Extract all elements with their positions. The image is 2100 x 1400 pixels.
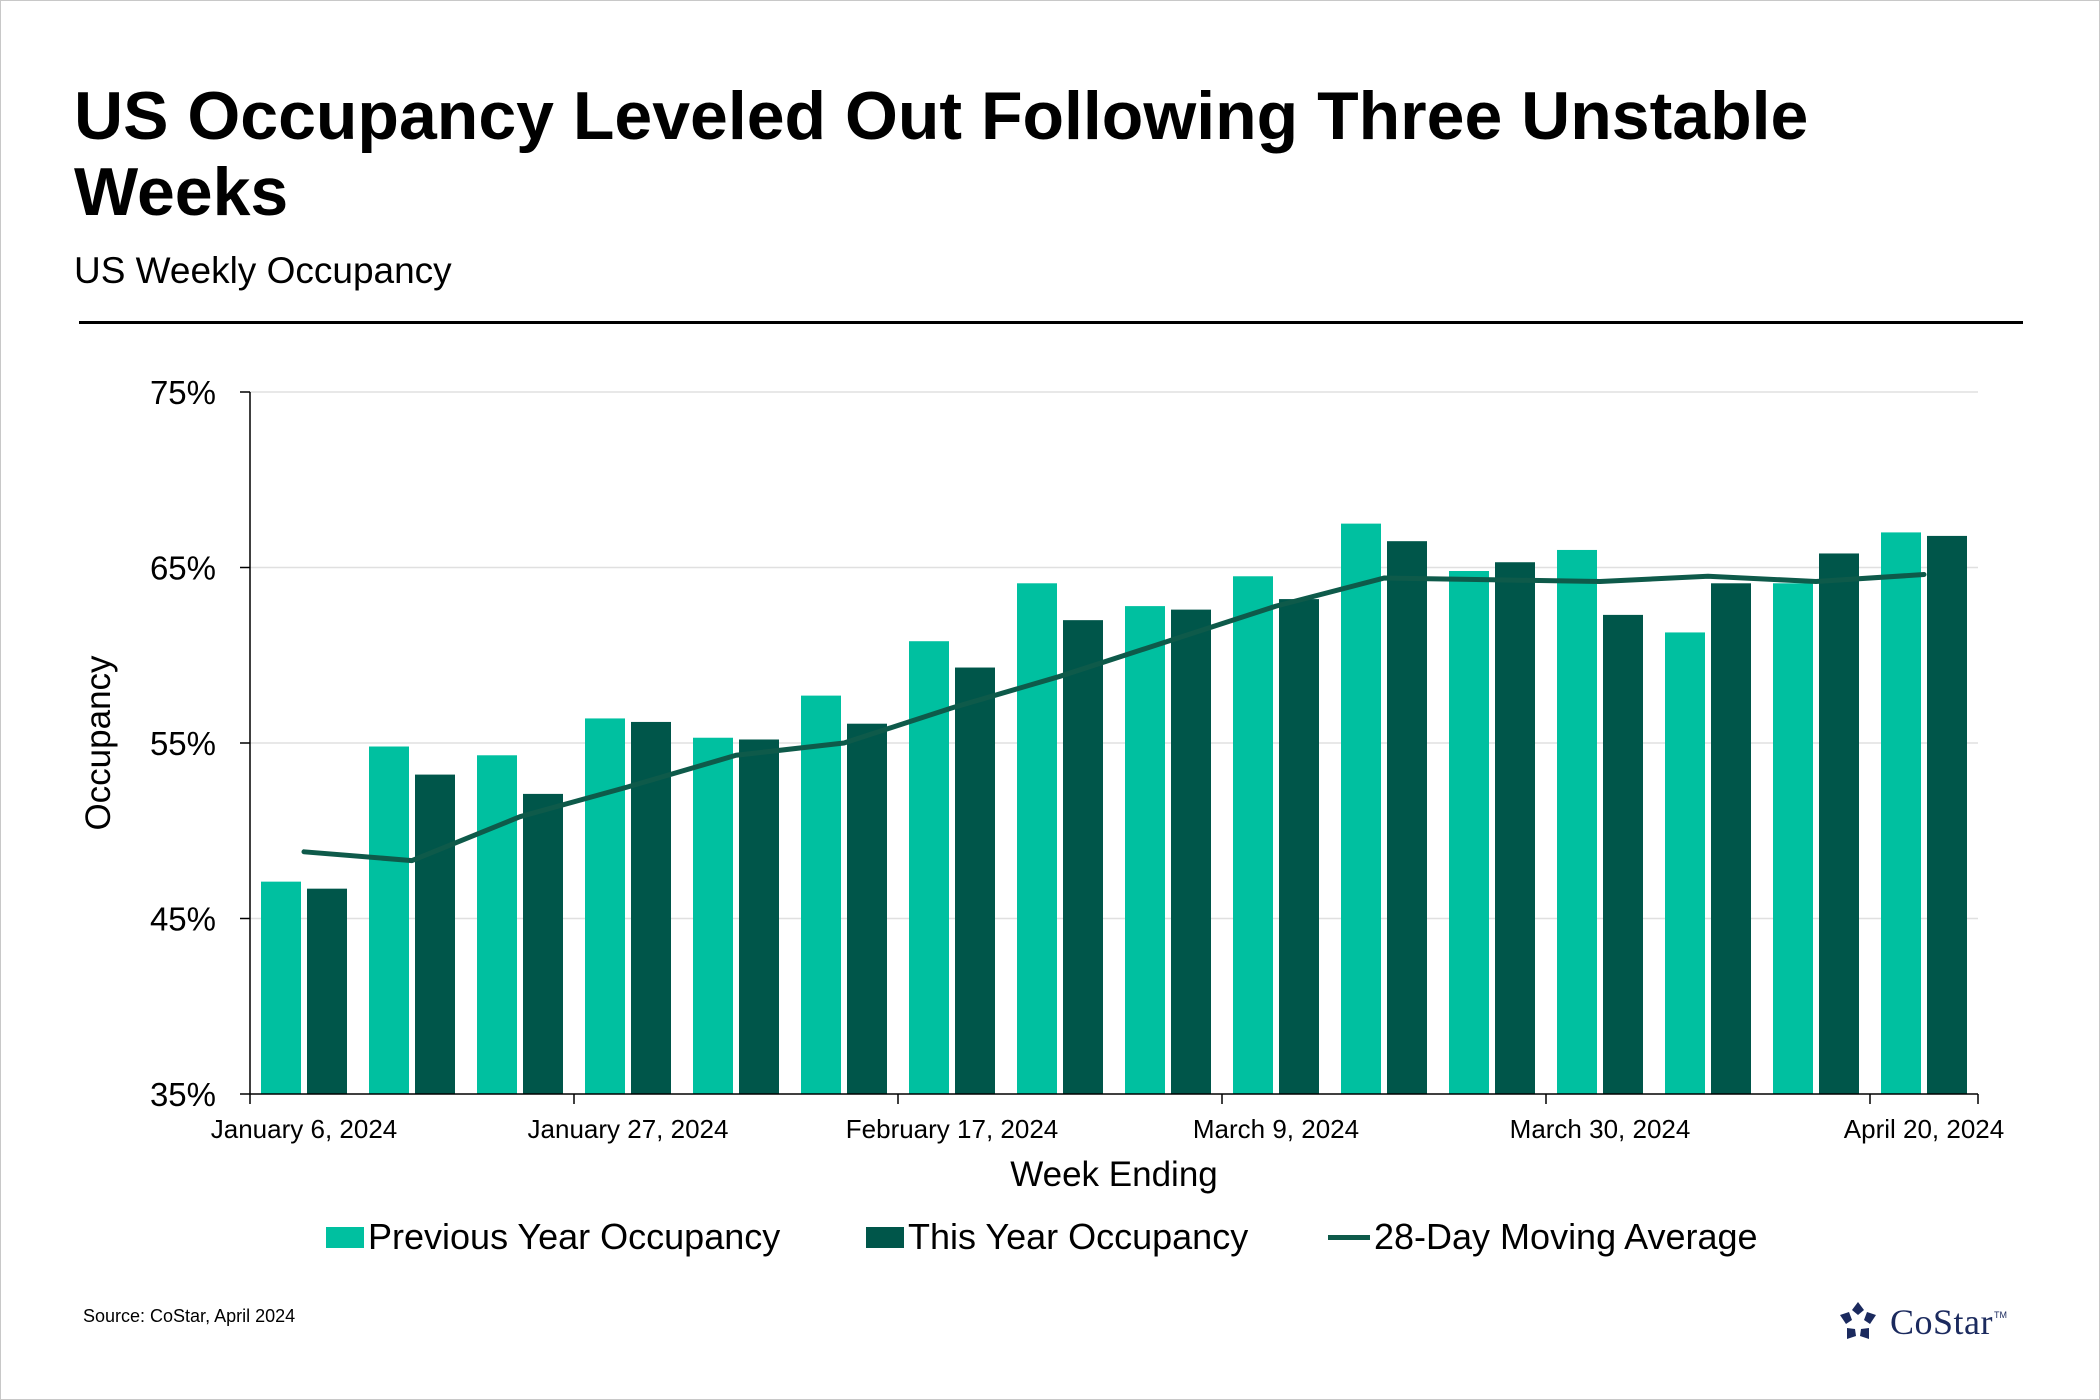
legend-swatch-current (866, 1226, 904, 1248)
y-tick-label: 75% (150, 374, 216, 411)
bar-previous-year (1665, 632, 1705, 1094)
x-tick-label: February 17, 2024 (846, 1114, 1058, 1144)
x-tick-label: March 30, 2024 (1510, 1114, 1691, 1144)
line-layer (301, 572, 1927, 864)
costar-star-icon (1840, 1302, 1876, 1339)
y-tick-label: 45% (150, 901, 216, 938)
bar-this-year (955, 667, 995, 1094)
bar-previous-year (1881, 532, 1921, 1094)
x-tick-label: January 6, 2024 (211, 1114, 397, 1144)
bar-previous-year (585, 718, 625, 1094)
bar-previous-year (1557, 549, 1597, 1094)
bar-previous-year (261, 881, 301, 1094)
x-tick-label: March 9, 2024 (1193, 1114, 1359, 1144)
bar-this-year (1495, 562, 1535, 1094)
y-tick-label: 65% (150, 550, 216, 587)
bar-this-year (307, 888, 347, 1094)
axis-layer (240, 391, 1979, 1104)
chart-legend: Previous Year Occupancy This Year Occupa… (0, 1216, 2100, 1266)
bar-previous-year (369, 746, 409, 1094)
bar-this-year (1603, 614, 1643, 1094)
bar-this-year (1279, 599, 1319, 1094)
bar-this-year (1819, 553, 1859, 1094)
x-tick-label: January 27, 2024 (528, 1114, 729, 1144)
moving-average-line (301, 572, 1927, 864)
bar-previous-year (1017, 583, 1057, 1094)
bar-previous-year (1125, 606, 1165, 1094)
y-tick-label: 55% (150, 725, 216, 762)
bar-previous-year (1773, 583, 1813, 1094)
legend-line-average (1328, 1234, 1370, 1240)
legend-item-average: 28-Day Moving Average (1328, 1216, 1758, 1258)
bar-this-year (739, 739, 779, 1094)
page-subtitle: US Weekly Occupancy (74, 250, 452, 291)
bar-previous-year (1341, 523, 1381, 1094)
bar-previous-year (1233, 576, 1273, 1094)
occupancy-chart: 35% 45% 55% 65% 75% January 6, 2024 January 27… (79, 374, 2004, 1194)
legend-swatch-previous (326, 1226, 364, 1248)
page-title: US Occupancy Leveled Out Following Three… (74, 78, 1809, 230)
bar-this-year (847, 723, 887, 1094)
bar-previous-year (477, 755, 517, 1094)
x-axis-title: Week Ending (1010, 1155, 1218, 1194)
x-tick-label: April 20, 2024 (1844, 1114, 2004, 1144)
legend-label-previous: Previous Year Occupancy (368, 1216, 781, 1257)
bar-this-year (1711, 583, 1751, 1094)
y-axis-title: Occupancy (79, 655, 118, 831)
source-note: Source: CoStar, April 2024 (83, 1306, 296, 1326)
title-divider (79, 321, 2023, 324)
bar-this-year (1063, 620, 1103, 1094)
legend-item-previous: Previous Year Occupancy (326, 1216, 780, 1258)
bar-previous-year (1449, 571, 1489, 1094)
logo-text: CoStar (1890, 1302, 1994, 1342)
legend-label-average: 28-Day Moving Average (1374, 1216, 1758, 1257)
bar-this-year (415, 774, 455, 1094)
bar-layer (261, 523, 1967, 1094)
bar-previous-year (801, 695, 841, 1094)
bar-this-year (1927, 535, 1967, 1094)
bar-this-year (523, 793, 563, 1094)
bar-previous-year (693, 737, 733, 1094)
legend-label-current: This Year Occupancy (908, 1216, 1249, 1257)
bar-this-year (1387, 541, 1427, 1094)
costar-logo: CoStar TM (1836, 1300, 2007, 1344)
legend-item-current: This Year Occupancy (866, 1216, 1248, 1258)
label-layer: 35% 45% 55% 65% 75% January 6, 2024 January 27… (79, 374, 2004, 1194)
logo-trademark: TM (1994, 1310, 2008, 1320)
bar-this-year (1171, 609, 1211, 1094)
y-tick-label: 35% (150, 1076, 216, 1113)
